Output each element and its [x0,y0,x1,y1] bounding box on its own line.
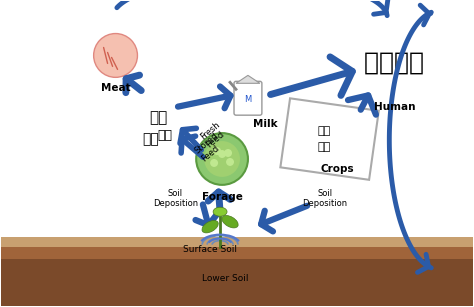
Circle shape [196,133,248,185]
Text: Surface Soil: Surface Soil [183,245,237,254]
Circle shape [226,158,234,166]
Circle shape [224,149,232,157]
Circle shape [210,159,218,167]
Ellipse shape [222,216,238,228]
Text: 🍎🍇: 🍎🍇 [318,126,331,136]
Text: M: M [244,95,252,104]
Bar [1,237,473,306]
Text: Soil
Deposition: Soil Deposition [302,189,347,208]
Text: Human: Human [374,102,415,112]
Text: Fresh
Feed: Fresh Feed [198,120,228,150]
Text: Stored
Feed: Stored Feed [193,131,227,163]
Circle shape [213,147,221,155]
Ellipse shape [202,220,218,233]
Text: Milk: Milk [253,119,278,129]
Polygon shape [236,75,260,83]
FancyBboxPatch shape [234,81,262,115]
Circle shape [204,141,240,177]
Text: 🐐🐑: 🐐🐑 [142,132,159,146]
Text: 🥦🥕: 🥦🥕 [318,142,331,152]
Bar [1,237,473,258]
Bar [1,237,473,247]
Circle shape [218,150,226,158]
Text: 🐷🐔: 🐷🐔 [158,129,173,142]
Text: Forage: Forage [201,192,243,202]
Text: Meat: Meat [101,83,130,93]
Text: 🐎🐄: 🐎🐄 [149,110,167,125]
Text: Crops: Crops [321,164,355,174]
Ellipse shape [213,207,227,216]
Text: 👨‍👩‍👧‍👦: 👨‍👩‍👧‍👦 [365,50,424,74]
Text: Soil
Deposition: Soil Deposition [153,189,198,208]
Polygon shape [280,98,379,180]
Circle shape [94,33,137,77]
Text: Lower Soil: Lower Soil [202,274,248,283]
